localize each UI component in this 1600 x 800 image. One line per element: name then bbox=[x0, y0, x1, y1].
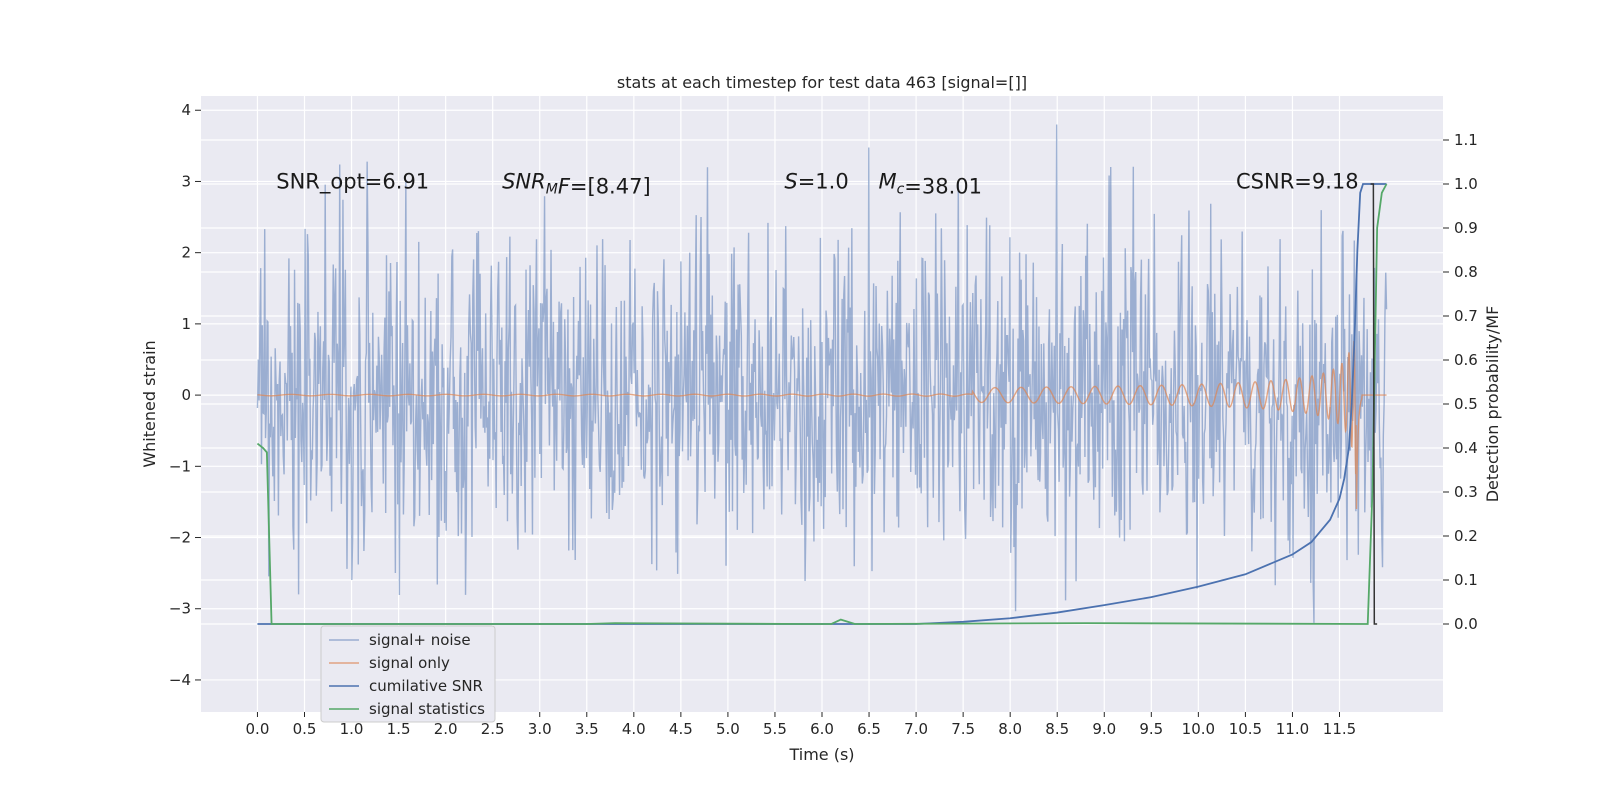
series-signal-noise bbox=[256, 124, 1388, 623]
y-tick-label: 0 bbox=[181, 386, 191, 404]
chart-title: stats at each timestep for test data 463… bbox=[617, 73, 1027, 92]
y2-tick-label: 0.3 bbox=[1454, 483, 1478, 501]
x-tick-label: 4.5 bbox=[669, 720, 693, 738]
series-lines bbox=[256, 183, 1388, 625]
y2-tick-label: 0.6 bbox=[1454, 351, 1478, 369]
y-tick-label: −4 bbox=[169, 671, 191, 689]
annotation-part: SNR bbox=[502, 169, 546, 193]
x-tick-label: 6.5 bbox=[857, 720, 881, 738]
annotation-part: c bbox=[897, 181, 905, 197]
y2-tick-label: 1.1 bbox=[1454, 131, 1478, 149]
x-tick-label: 11.0 bbox=[1276, 720, 1309, 738]
annotation-part: =1.0 bbox=[798, 169, 849, 193]
annotation-part: S bbox=[784, 169, 797, 193]
x-tick-label: 7.0 bbox=[904, 720, 928, 738]
y2-tick-label: 0.5 bbox=[1454, 395, 1478, 413]
y2-tick-label: 0.1 bbox=[1454, 571, 1478, 589]
signal-only-line bbox=[257, 340, 1387, 510]
x-tick-label: 8.5 bbox=[1045, 720, 1069, 738]
y2-tick-label: 0.2 bbox=[1454, 527, 1478, 545]
x-tick-label: 3.5 bbox=[575, 720, 599, 738]
x-tick-label: 7.5 bbox=[951, 720, 975, 738]
annotation: SNRMF=[8.47] bbox=[502, 169, 651, 198]
x-tick-label: 9.5 bbox=[1139, 720, 1163, 738]
annotation-part: SNR_opt=6.91 bbox=[276, 169, 429, 194]
x-tick-label: 1.5 bbox=[387, 720, 411, 738]
annotation-part: F bbox=[558, 174, 571, 198]
y2-tick-label: 0.0 bbox=[1454, 615, 1478, 633]
y2-tick-label: 0.9 bbox=[1454, 219, 1478, 237]
y-axis-label: Whitened strain bbox=[140, 340, 159, 467]
series-cumilative-snr bbox=[257, 183, 1387, 625]
legend-entry: signal+ noise bbox=[369, 631, 471, 649]
annotation: S=1.0 bbox=[784, 169, 848, 193]
x-tick-label: 8.0 bbox=[998, 720, 1022, 738]
y-tick-label: 4 bbox=[181, 101, 191, 119]
x-tick-label: 10.5 bbox=[1229, 720, 1262, 738]
y-tick-label: 1 bbox=[181, 315, 191, 333]
annotation-part: CSNR=9.18 bbox=[1236, 169, 1359, 193]
y-tick-label: 2 bbox=[181, 244, 191, 262]
annotation: CSNR=9.18 bbox=[1236, 169, 1359, 193]
x-tick-label: 1.0 bbox=[340, 720, 364, 738]
annotation: Mc=38.01 bbox=[878, 169, 982, 198]
y-tick-label: −2 bbox=[169, 529, 191, 547]
series-threshold-line bbox=[1370, 183, 1378, 625]
x-tick-label: 5.0 bbox=[716, 720, 740, 738]
x-tick-label: 6.0 bbox=[810, 720, 834, 738]
x-tick-label: 5.5 bbox=[763, 720, 787, 738]
y-tick-label: 3 bbox=[181, 172, 191, 190]
x-tick-label: 0.5 bbox=[293, 720, 317, 738]
legend-entry: cumilative SNR bbox=[369, 677, 483, 695]
y2-tick-label: 0.4 bbox=[1454, 439, 1478, 457]
annotation-part: M bbox=[546, 181, 558, 197]
y2-tick-label: 1.0 bbox=[1454, 175, 1478, 193]
x-tick-label: 9.0 bbox=[1092, 720, 1116, 738]
y-tick-label: −3 bbox=[169, 600, 191, 618]
y2-axis-label: Detection probability/MF bbox=[1483, 306, 1502, 503]
x-tick-label: 4.0 bbox=[622, 720, 646, 738]
y-tick-label: −1 bbox=[169, 457, 191, 475]
x-tick-label: 2.0 bbox=[434, 720, 458, 738]
annotation-part: =[8.47] bbox=[570, 174, 651, 198]
axes: 0.0 0.5 1.0 1.5 2.0 2.5 3.0 3.5 4.0 4.5 5.0 5.5 6.0 6… bbox=[169, 101, 1478, 738]
x-tick-label: 2.5 bbox=[481, 720, 505, 738]
series-signal-statistics bbox=[256, 183, 1388, 625]
x-tick-label: 0.0 bbox=[246, 720, 270, 738]
annotation-part: M bbox=[878, 169, 896, 193]
x-axis-label: Time (s) bbox=[788, 745, 854, 764]
series-signal-only bbox=[257, 340, 1387, 510]
legend-entry: signal only bbox=[369, 654, 450, 672]
x-tick-label: 11.5 bbox=[1323, 720, 1356, 738]
x-tick-label: 3.0 bbox=[528, 720, 552, 738]
annotation: SNR_opt=6.91 bbox=[276, 169, 429, 194]
y2-tick-label: 0.7 bbox=[1454, 307, 1478, 325]
x-tick-label: 10.0 bbox=[1182, 720, 1215, 738]
legend-box bbox=[320, 625, 496, 723]
legend-entry: signal statistics bbox=[369, 700, 485, 718]
annotation-part: =38.01 bbox=[904, 174, 982, 198]
legend: signal+ noise signal only cumilative SNR si… bbox=[320, 625, 496, 723]
y2-tick-label: 0.8 bbox=[1454, 263, 1478, 281]
signal-noise-line bbox=[256, 124, 1388, 623]
annotations: SNR_opt=6.91 SNRMF=[8.47] S=1.0 Mc=38.01 CSN… bbox=[276, 169, 1358, 198]
